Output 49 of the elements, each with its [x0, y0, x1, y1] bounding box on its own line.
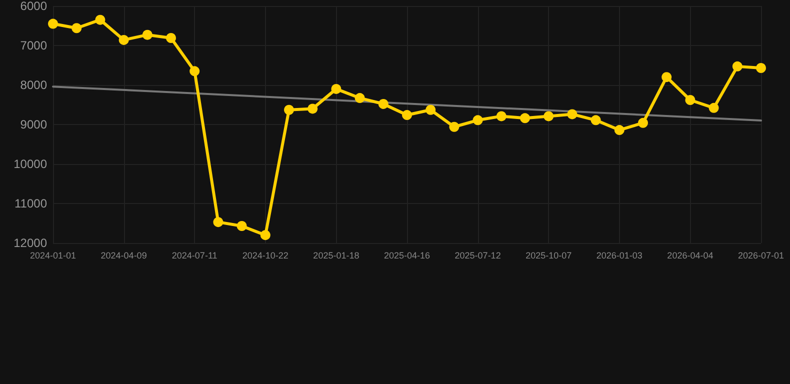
point: [378, 98, 388, 109]
x-tick-label: 2026-01-03: [596, 250, 642, 260]
y-tick-label: 7000: [20, 38, 48, 52]
x-tick-label: 2026-04-04: [667, 250, 714, 260]
x-tick-label: 2025-01-18: [313, 250, 360, 260]
point: [614, 125, 624, 136]
point: [48, 18, 58, 29]
point: [638, 118, 648, 128]
y-tick-label: 12000: [14, 236, 48, 250]
point: [308, 104, 318, 114]
point: [732, 61, 742, 72]
point: [590, 115, 601, 126]
x-tick-label: 2024-10-22: [242, 250, 288, 260]
point: [354, 93, 365, 104]
point: [472, 115, 483, 126]
point: [166, 32, 176, 43]
point: [449, 122, 460, 132]
x-tick-label: 2024-07-11: [172, 250, 218, 260]
y-tick-label: 11000: [14, 196, 48, 210]
x-tick-label: 2025-07-12: [454, 250, 501, 260]
point: [685, 95, 696, 106]
point: [426, 104, 436, 115]
point: [236, 221, 247, 232]
point: [190, 66, 200, 76]
x-tick-label: 2025-04-16: [384, 250, 430, 260]
point: [402, 110, 412, 120]
x-tick-label: 2024-04-09: [100, 250, 147, 260]
point: [118, 34, 129, 45]
point: [520, 113, 530, 124]
point: [142, 30, 152, 40]
point: [544, 111, 554, 122]
point: [496, 111, 506, 122]
y-tick-label: 8000: [20, 78, 48, 92]
point: [662, 72, 672, 82]
point: [260, 230, 270, 240]
point: [284, 104, 294, 115]
point: [756, 63, 766, 74]
point: [567, 109, 578, 120]
x-tick-label: 2024-01-01: [30, 250, 76, 260]
y-tick-label: 10000: [14, 157, 48, 171]
x-tick-label: 2026-07-01: [738, 250, 784, 260]
point: [95, 14, 106, 25]
point: [708, 102, 719, 113]
point: [72, 23, 82, 34]
y-tick-label: 6000: [20, 0, 48, 13]
y-tick-label: 9000: [20, 118, 48, 132]
x-tick-label: 2025-10-07: [526, 250, 572, 260]
point: [331, 84, 342, 94]
point: [213, 217, 224, 228]
